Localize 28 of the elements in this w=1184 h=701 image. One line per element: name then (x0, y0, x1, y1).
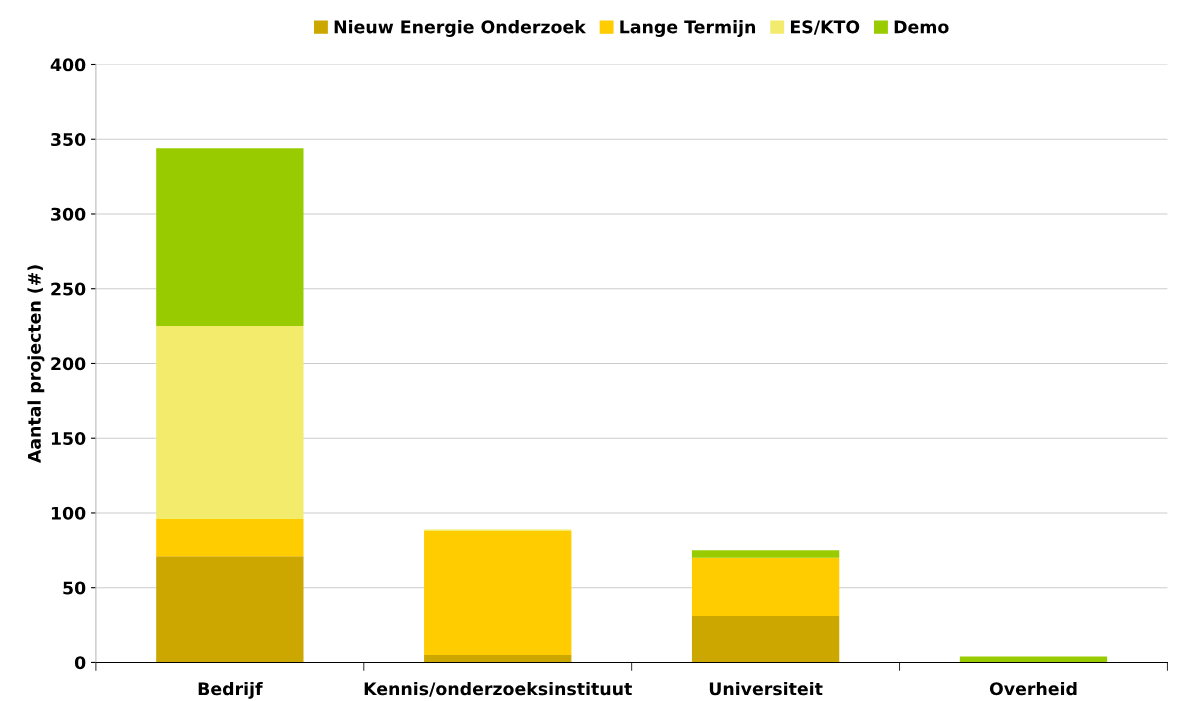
bar (424, 654, 572, 663)
legend-label: Demo (894, 20, 949, 34)
bar (156, 518, 304, 557)
y-tick-label: 200 (51, 357, 86, 371)
y-tick-label: 350 (51, 132, 86, 147)
legend-label: Nieuw Energie Onderzoek (334, 19, 587, 37)
x-tick-label: Bedrijf (198, 681, 263, 699)
y-tick-label: 0 (74, 656, 86, 670)
bar (691, 616, 840, 663)
y-tick-label: 250 (51, 282, 86, 296)
bar (156, 556, 304, 663)
y-tick-label: 150 (51, 431, 86, 446)
bar (691, 550, 840, 558)
y-tick-label: 100 (51, 506, 86, 520)
y-tick-label: 50 (63, 581, 86, 595)
x-tick-label: Kennis/onderzoeksinstituut (364, 681, 632, 697)
y-axis-title: Aantal projecten (#) (27, 265, 45, 464)
bar (959, 656, 1108, 663)
y-tick-label: 300 (51, 207, 86, 221)
bar (424, 530, 572, 655)
bar (156, 326, 304, 519)
x-tick-label: Overheid (989, 681, 1077, 696)
bar (691, 557, 840, 617)
x-tick-label: Universiteit (709, 681, 823, 696)
bar (156, 148, 304, 327)
y-tick-label: 400 (50, 58, 86, 72)
legend-label: Lange Termijn (620, 19, 756, 37)
legend-label: ES/KTO (790, 20, 860, 35)
